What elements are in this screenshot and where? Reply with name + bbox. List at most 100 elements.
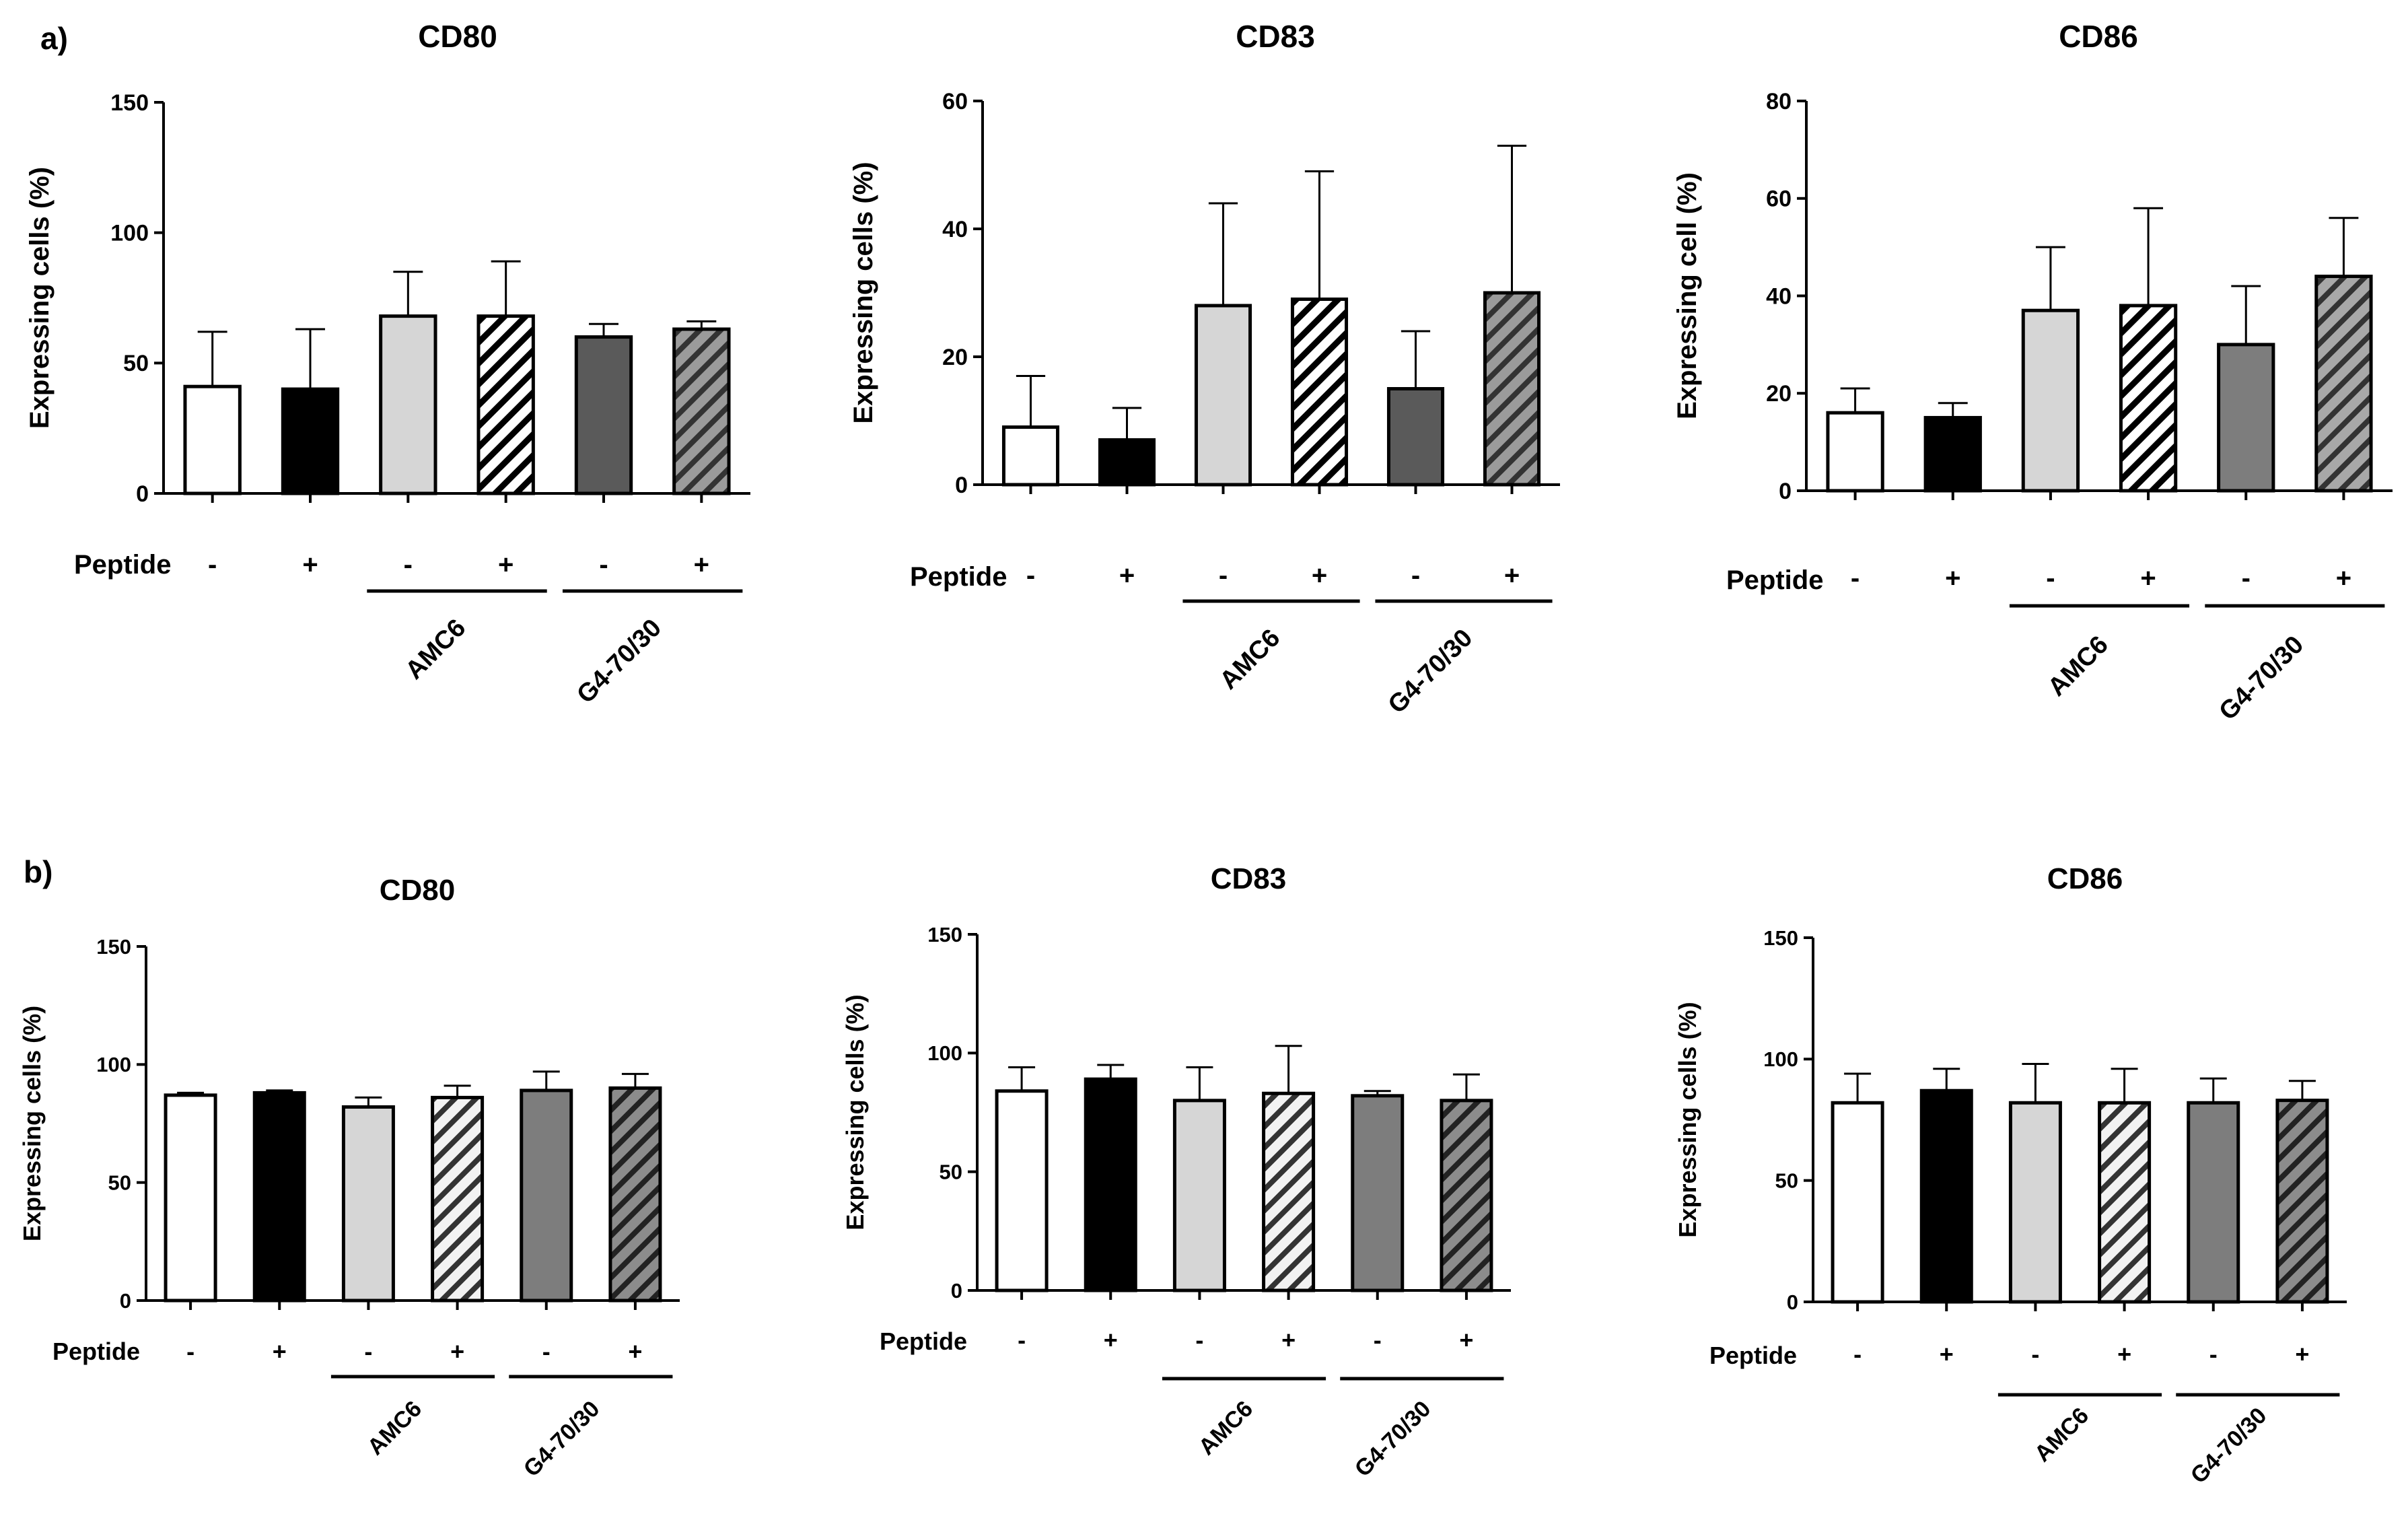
bar	[1386, 387, 1445, 487]
y-tick-label: 0	[1779, 479, 1792, 504]
bar	[1098, 438, 1156, 487]
category-sign-label: -	[1374, 1326, 1382, 1354]
category-sign-label: +	[628, 1338, 642, 1365]
category-sign-label: +	[2336, 563, 2351, 593]
y-tick-label: 20	[1766, 381, 1792, 407]
y-tick-label: 80	[1766, 89, 1792, 114]
chart-b-cd86: CD86 Expressing cells (%) 0 50 100 150 - + - + - + P…	[1674, 862, 2347, 1488]
y-tick-label: 0	[955, 473, 968, 498]
category-sign-label: +	[302, 550, 318, 580]
category-sign-label: -	[1853, 1340, 1862, 1368]
group-label: G4-70/30	[519, 1396, 605, 1482]
category-sign-label: +	[1104, 1326, 1118, 1354]
y-axis-label: Expressing cells (%)	[25, 167, 55, 429]
peptide-row-label: Peptide	[1709, 1342, 1797, 1369]
bar	[1923, 415, 1982, 493]
peptide-row-label: Peptide	[74, 550, 171, 580]
bar	[1826, 411, 1884, 493]
y-tick-label: 0	[951, 1279, 962, 1303]
bar	[1831, 1101, 1884, 1304]
y-tick-label: 0	[136, 481, 149, 507]
bar	[2217, 343, 2275, 493]
panel-label-a: a)	[40, 21, 68, 56]
category-sign-label: +	[1119, 561, 1135, 590]
category-sign-label: -	[542, 1338, 551, 1365]
y-tick-label: 50	[1775, 1169, 1798, 1193]
chart-title: CD83	[1236, 19, 1315, 54]
bar	[1440, 1099, 1493, 1292]
panel-label-b: b)	[24, 854, 53, 889]
chart-a-cd80: CD80 Expressing cells (%) 0 50 100 150 - + - + - + P…	[25, 19, 750, 709]
category-sign-label: -	[1026, 561, 1035, 590]
peptide-row-label: Peptide	[910, 562, 1007, 592]
bar	[2275, 1099, 2329, 1304]
bar	[672, 327, 731, 495]
bar	[281, 387, 340, 495]
chart-b-cd83: CD83 Expressing cells (%) 0 50 100 150 - + - + - + P…	[841, 862, 1511, 1482]
category-sign-label: -	[186, 1338, 194, 1365]
bar	[379, 314, 437, 495]
category-sign-label: +	[1945, 563, 1960, 593]
bar	[1194, 304, 1252, 487]
bar	[1351, 1094, 1405, 1292]
group-label: G4-70/30	[1350, 1396, 1436, 1482]
bar	[431, 1095, 485, 1303]
chart-title: CD86	[2047, 862, 2123, 895]
bar	[2008, 1101, 2062, 1304]
bar	[574, 335, 633, 495]
chart-title: CD80	[418, 19, 497, 54]
peptide-row-label: Peptide	[1726, 565, 1823, 595]
category-sign-label: -	[1851, 563, 1860, 593]
group-label: AMC6	[363, 1396, 427, 1460]
bar	[995, 1089, 1049, 1292]
bar	[2119, 304, 2178, 493]
bar	[608, 1086, 662, 1303]
group-label: G4-70/30	[571, 614, 667, 710]
bar	[1172, 1099, 1226, 1292]
bar	[341, 1105, 395, 1303]
chart-a-cd86: CD86 Expressing cell (%) 0 20 40 60 80 - + - + - + Pe…	[1672, 19, 2393, 726]
group-label: AMC6	[1194, 1396, 1258, 1460]
group-label: G4-70/30	[1383, 624, 1479, 720]
category-sign-label: -	[2046, 563, 2055, 593]
category-sign-label: +	[1312, 561, 1327, 590]
y-tick-label: 0	[120, 1289, 131, 1313]
bar	[2314, 275, 2373, 493]
peptide-row-label: Peptide	[880, 1327, 967, 1355]
category-sign-label: +	[1940, 1340, 1954, 1368]
category-sign-label: -	[1219, 561, 1228, 590]
y-tick-label: 150	[110, 90, 149, 116]
y-axis-label: Expressing cells (%)	[1674, 1002, 1701, 1237]
y-tick-label: 60	[942, 89, 968, 114]
category-sign-label: -	[2242, 563, 2251, 593]
peptide-row-label: Peptide	[52, 1338, 140, 1365]
bar	[164, 1093, 217, 1303]
bar	[476, 314, 535, 495]
group-label: G4-70/30	[2186, 1403, 2272, 1489]
y-tick-label: 150	[1763, 926, 1798, 950]
category-sign-label: +	[2117, 1340, 2131, 1368]
category-sign-label: +	[1281, 1326, 1296, 1354]
bar	[520, 1088, 573, 1303]
y-tick-label: 100	[96, 1053, 131, 1076]
bar	[1001, 425, 1060, 487]
bar	[1262, 1091, 1316, 1292]
y-tick-label: 100	[927, 1041, 962, 1065]
category-sign-label: -	[2031, 1340, 2039, 1368]
category-sign-label: +	[2140, 563, 2156, 593]
y-tick-label: 100	[110, 221, 149, 246]
category-sign-label: -	[364, 1338, 372, 1365]
bar	[2021, 308, 2080, 493]
category-sign-label: -	[208, 550, 217, 580]
chart-title: CD80	[380, 874, 456, 907]
group-label: AMC6	[2030, 1403, 2094, 1467]
category-sign-label: -	[599, 550, 608, 580]
chart-b-cd80: CD80 Expressing cells (%) 0 50 100 150 - + - + - + P…	[18, 874, 680, 1482]
group-label: G4-70/30	[2214, 631, 2309, 726]
y-tick-label: 100	[1763, 1047, 1798, 1071]
y-tick-label: 50	[940, 1161, 962, 1184]
chart-title: CD83	[1211, 862, 1287, 895]
category-sign-label: -	[1195, 1326, 1203, 1354]
y-tick-label: 150	[927, 923, 962, 946]
